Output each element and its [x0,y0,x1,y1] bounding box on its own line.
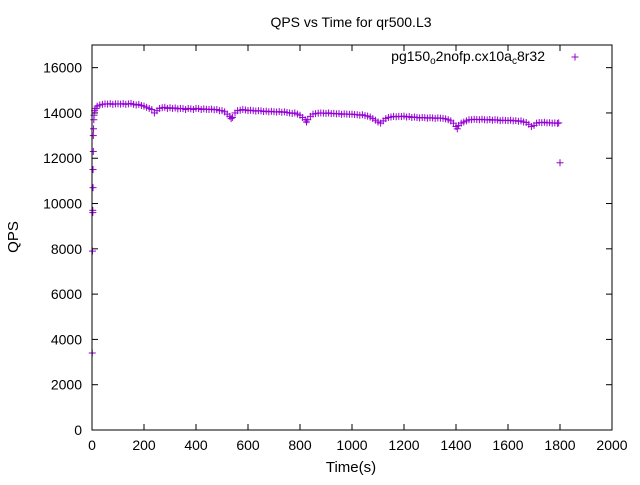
legend-marker [571,53,579,61]
x-tick-label-1: 200 [132,437,156,453]
x-tick-label-0: 0 [88,437,96,453]
legend-label: pg150o2nofp.cx10ac8r32 [391,48,545,67]
ticks-layer: 0 200 400 600 800 1000 1200 1400 1600 1800 2000 0 20… [43,45,628,453]
x-tick-label-6: 1200 [388,437,419,453]
data-point-154 [453,125,461,133]
data-point-6 [89,147,97,155]
y-tick-label-8: 16000 [43,60,82,76]
data-point-194 [555,119,563,127]
data-point-195 [556,159,564,167]
x-tick-label-9: 1800 [544,437,575,453]
data-point-3 [89,206,97,214]
y-tick-label-4: 8000 [51,241,82,257]
y-tick-label-2: 4000 [51,331,82,347]
y-tick-label-0: 0 [74,422,82,438]
x-tick-label-3: 600 [236,437,260,453]
y-axis-label: QPS [5,221,22,253]
y-tick-label-1: 2000 [51,377,82,393]
chart-title: QPS vs Time for qr500.L3 [270,14,431,30]
x-tick-label-4: 800 [288,437,312,453]
y-tick-label-6: 12000 [43,150,82,166]
x-axis-label: Time(s) [326,459,376,476]
x-tick-label-5: 1000 [336,437,367,453]
legend-label-part-2: 2nofp.cx10a [436,48,512,64]
legend-label-part-4: 8r32 [517,48,545,64]
y-tick-label-7: 14000 [43,105,82,121]
data-points-layer [88,99,564,357]
legend-label-part-3: c [512,56,517,67]
data-point-5 [89,166,97,174]
x-tick-label-10: 2000 [596,437,627,453]
x-tick-label-7: 1400 [440,437,471,453]
data-point-66 [228,113,236,121]
plot-area-frame [91,44,613,431]
data-point-7 [89,132,97,140]
x-tick-label-8: 1600 [492,437,523,453]
y-tick-label-5: 10000 [43,196,82,212]
data-point-8 [90,125,98,133]
data-point-1 [89,247,97,255]
legend: pg150o2nofp.cx10ac8r32 [391,48,579,67]
data-point-4 [89,184,97,192]
y-axis-label-group: QPS [5,221,22,253]
y-tick-label-3: 6000 [51,286,82,302]
data-point-65 [227,115,235,123]
legend-label-part-1: o [430,56,436,67]
x-tick-label-2: 400 [184,437,208,453]
legend-label-part-0: pg150 [391,48,430,64]
